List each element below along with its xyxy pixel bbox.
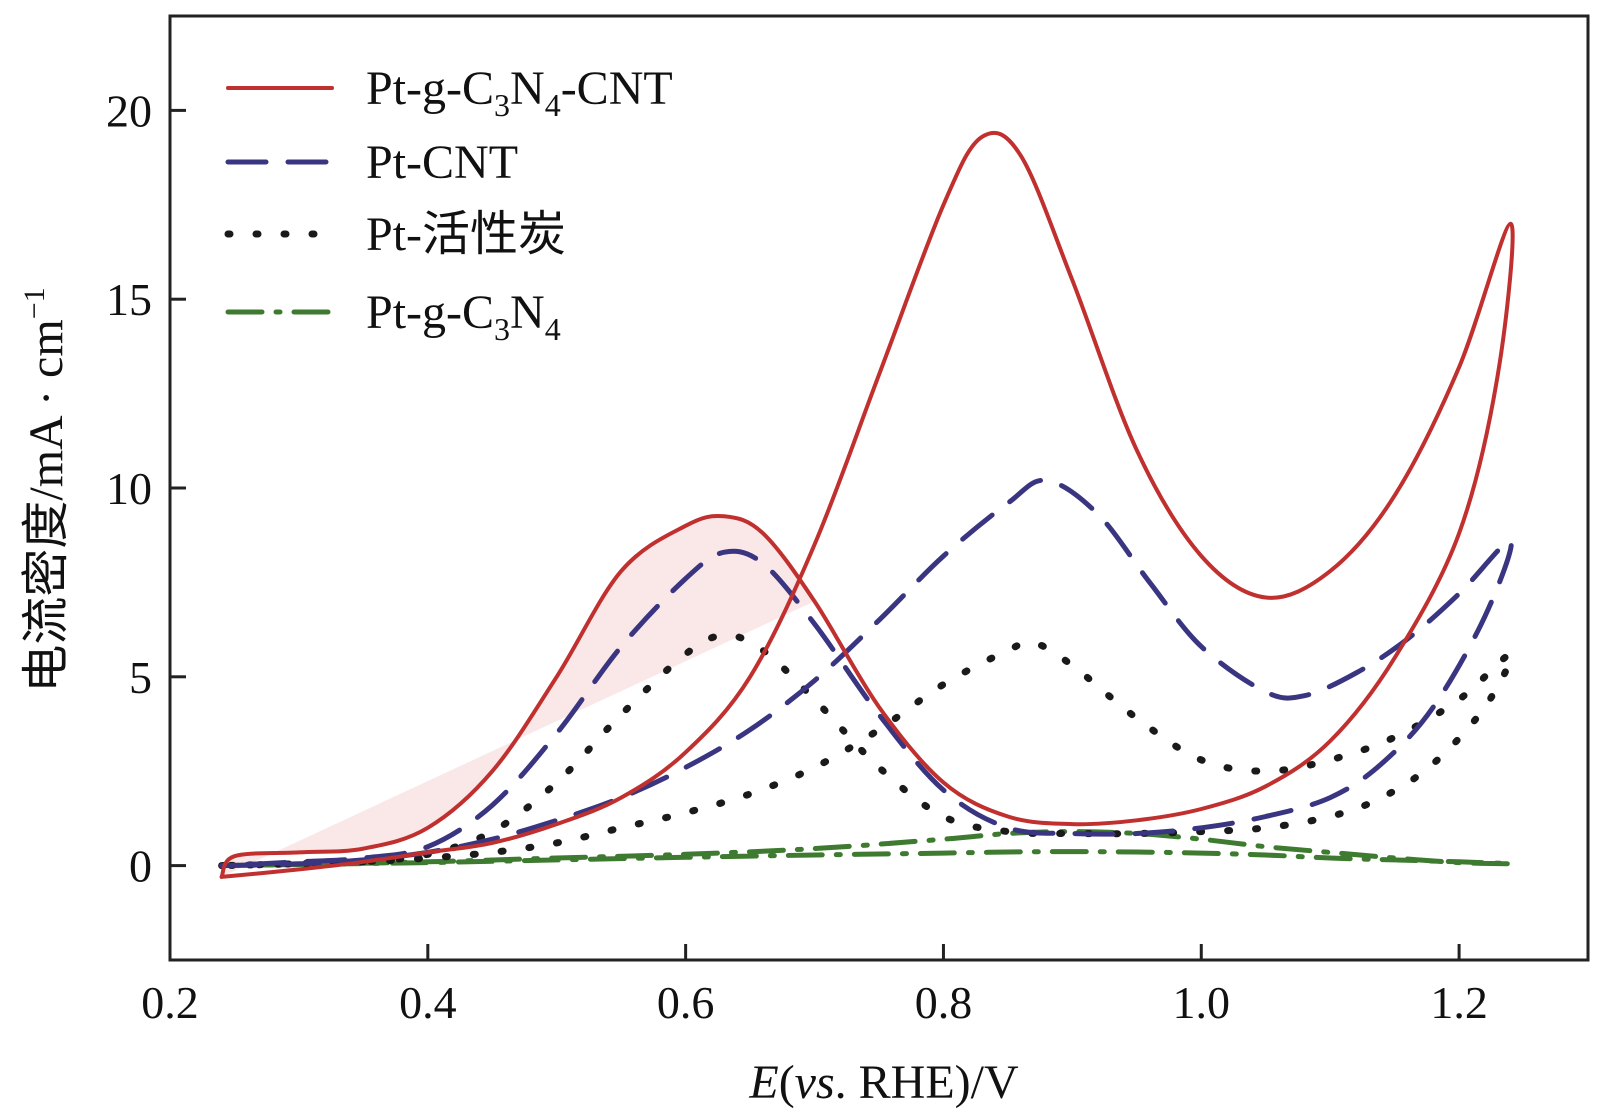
first-peak-shading xyxy=(221,515,815,877)
series-line-3 xyxy=(219,829,1514,869)
x-tick-label: 1.0 xyxy=(1173,977,1231,1028)
x-axis: 0.2 0.4 0.6 0.8 1.0 1.2 xyxy=(141,944,1488,1028)
x-tick-label: 0.2 xyxy=(141,977,199,1028)
legend: Pt-g-C3N4-CNT Pt-CNT Pt-活性炭 Pt-g-C3N4 xyxy=(224,62,673,347)
y-axis-title: 电流密度/mA · cm−1 xyxy=(18,287,73,692)
y-axis-title-main: 电流密度/mA · cm xyxy=(20,319,73,692)
y-axis-title-sup: −1 xyxy=(18,287,51,319)
series-line-1 xyxy=(219,477,1514,869)
legend-label-2: Pt-活性炭 xyxy=(366,208,566,261)
x-tick-label: 0.4 xyxy=(399,977,457,1028)
series-line-2 xyxy=(218,631,1515,870)
y-tick-label: 0 xyxy=(129,841,152,892)
x-tick-label: 0.8 xyxy=(915,977,973,1028)
x-axis-title-vs: vs xyxy=(795,1056,835,1109)
x-tick-label: 1.2 xyxy=(1430,977,1488,1028)
x-axis-title-paren: ( xyxy=(779,1056,795,1109)
y-tick-label: 20 xyxy=(106,85,152,136)
y-tick-label: 5 xyxy=(129,652,152,703)
series-line-0 xyxy=(219,130,1515,879)
x-axis-title: E(vs. RHE)/V xyxy=(748,1056,1019,1109)
y-axis: 0 5 10 15 20 xyxy=(106,85,186,892)
y-tick-label: 15 xyxy=(106,274,152,325)
legend-label-0: Pt-g-C3N4-CNT xyxy=(366,62,673,123)
x-axis-title-rest: . RHE)/V xyxy=(835,1056,1019,1109)
plot-content xyxy=(218,130,1515,879)
x-tick-label: 0.6 xyxy=(657,977,715,1028)
legend-label-1: Pt-CNT xyxy=(366,136,518,189)
x-axis-title-italic: E xyxy=(748,1056,778,1109)
y-tick-label: 10 xyxy=(106,463,152,514)
legend-label-3: Pt-g-C3N4 xyxy=(366,286,561,347)
